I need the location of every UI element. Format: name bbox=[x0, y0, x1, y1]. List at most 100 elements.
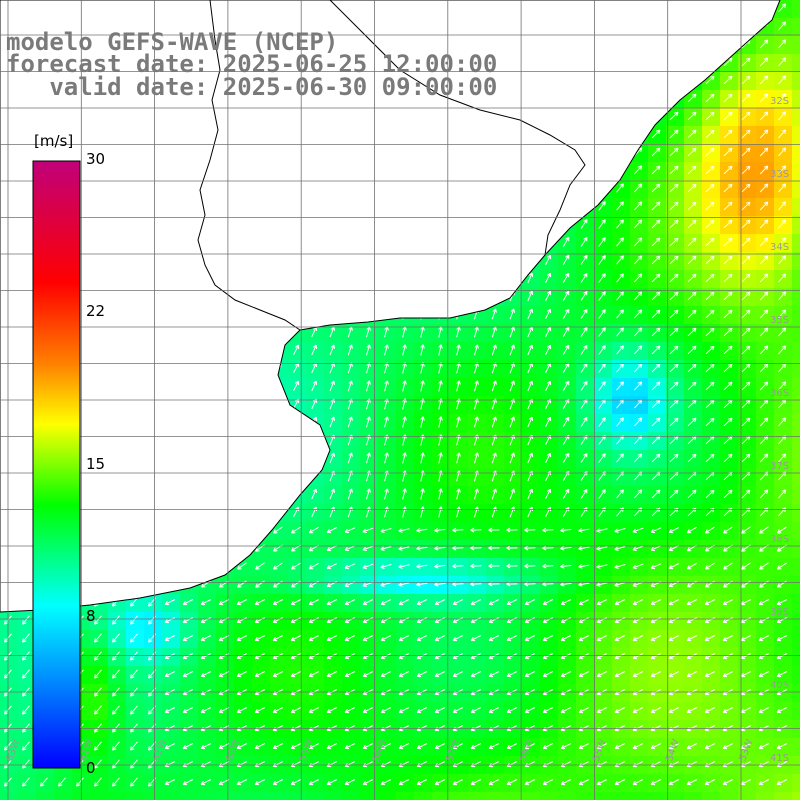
wind-arrow bbox=[669, 201, 679, 211]
wind-cell bbox=[702, 108, 721, 127]
wind-cell bbox=[342, 540, 361, 559]
wind-cell bbox=[36, 792, 55, 800]
wind-arrow bbox=[545, 380, 552, 392]
wind-arrow bbox=[651, 219, 661, 229]
wind-cell bbox=[396, 666, 415, 685]
wind-cell bbox=[90, 630, 109, 649]
wind-arrow bbox=[616, 345, 624, 355]
wind-cell bbox=[666, 738, 685, 757]
wind-cell bbox=[684, 738, 703, 757]
wind-arrow bbox=[236, 635, 248, 642]
wind-cell bbox=[522, 702, 541, 721]
wind-arrow bbox=[668, 527, 680, 534]
wind-cell bbox=[720, 234, 739, 253]
wind-arrow bbox=[740, 599, 752, 606]
wind-cell bbox=[504, 702, 523, 721]
wind-cell bbox=[594, 612, 613, 631]
wind-arrow bbox=[362, 779, 374, 786]
wind-cell bbox=[630, 432, 649, 451]
wind-cell bbox=[270, 648, 289, 667]
wind-cell bbox=[522, 288, 541, 307]
wind-arrow bbox=[290, 526, 301, 534]
wind-cell bbox=[594, 252, 613, 271]
wind-cell bbox=[252, 558, 271, 577]
wind-arrow bbox=[616, 309, 624, 319]
wind-cell bbox=[162, 612, 181, 631]
wind-arrow bbox=[362, 707, 374, 714]
wind-cell bbox=[630, 594, 649, 613]
wind-arrow bbox=[254, 599, 266, 606]
wind-cell bbox=[306, 684, 325, 703]
wind-cell bbox=[18, 738, 37, 757]
wind-cell bbox=[18, 648, 37, 667]
wind-cell bbox=[756, 378, 775, 397]
wind-cell bbox=[216, 702, 235, 721]
wind-arrow bbox=[200, 671, 212, 678]
wind-arrow bbox=[527, 452, 534, 464]
wind-arrow bbox=[542, 527, 554, 533]
wind-arrow bbox=[380, 564, 392, 569]
wind-cell bbox=[738, 252, 757, 271]
wind-cell bbox=[108, 684, 127, 703]
wind-cell bbox=[774, 522, 793, 541]
wind-cell bbox=[414, 324, 433, 343]
wind-arrow bbox=[311, 380, 318, 392]
wind-arrow bbox=[112, 777, 120, 787]
wind-cell bbox=[396, 792, 415, 800]
wind-arrow bbox=[633, 345, 643, 355]
wind-arrow bbox=[22, 705, 30, 715]
wind-cell bbox=[378, 324, 397, 343]
wind-cell bbox=[774, 720, 793, 739]
wind-cell bbox=[306, 360, 325, 379]
wind-arrow bbox=[130, 669, 138, 679]
wind-arrow bbox=[723, 237, 733, 247]
wind-arrow bbox=[488, 671, 500, 678]
wind-cell bbox=[774, 288, 793, 307]
wind-arrow bbox=[420, 416, 425, 428]
wind-arrow bbox=[384, 380, 389, 392]
wind-cell bbox=[720, 468, 739, 487]
wind-arrow bbox=[562, 452, 570, 464]
wind-arrow bbox=[308, 779, 320, 786]
wind-cell bbox=[540, 360, 559, 379]
wind-cell bbox=[396, 486, 415, 505]
wind-arrow bbox=[598, 255, 606, 265]
wind-cell bbox=[468, 666, 487, 685]
wind-arrow bbox=[272, 671, 284, 678]
wind-cell bbox=[666, 108, 685, 127]
wind-arrow bbox=[633, 219, 643, 229]
wind-cell bbox=[630, 324, 649, 343]
wind-arrow bbox=[524, 707, 536, 714]
wind-cell bbox=[486, 738, 505, 757]
wind-arrow bbox=[741, 562, 751, 570]
wind-cell bbox=[648, 558, 667, 577]
wind-arrow bbox=[651, 201, 661, 211]
wind-arrow bbox=[616, 453, 624, 463]
wind-cell bbox=[342, 504, 361, 523]
wind-arrow bbox=[438, 488, 443, 500]
wind-cell bbox=[414, 702, 433, 721]
wind-cell bbox=[126, 684, 145, 703]
wind-cell bbox=[360, 738, 379, 757]
wind-cell bbox=[792, 342, 800, 361]
title-model: modelo GEFS-WAVE (NCEP) bbox=[6, 28, 339, 56]
colorbar-tick-22: 22 bbox=[86, 302, 106, 320]
wind-arrow bbox=[723, 147, 733, 157]
wind-cell bbox=[450, 684, 469, 703]
wind-arrow bbox=[22, 651, 30, 661]
wind-cell bbox=[504, 774, 523, 793]
wind-arrow bbox=[562, 236, 570, 248]
wind-cell bbox=[288, 684, 307, 703]
wind-cell bbox=[450, 360, 469, 379]
wind-cell bbox=[504, 558, 523, 577]
wind-arrow bbox=[329, 488, 335, 500]
wind-arrow bbox=[614, 599, 626, 606]
wind-arrow bbox=[596, 599, 608, 606]
wind-cell bbox=[324, 558, 343, 577]
wind-cell bbox=[450, 576, 469, 595]
wind-arrow bbox=[384, 488, 389, 500]
wind-arrow bbox=[705, 183, 715, 193]
wind-arrow bbox=[112, 669, 120, 679]
wind-cell bbox=[486, 594, 505, 613]
wind-cell bbox=[378, 414, 397, 433]
